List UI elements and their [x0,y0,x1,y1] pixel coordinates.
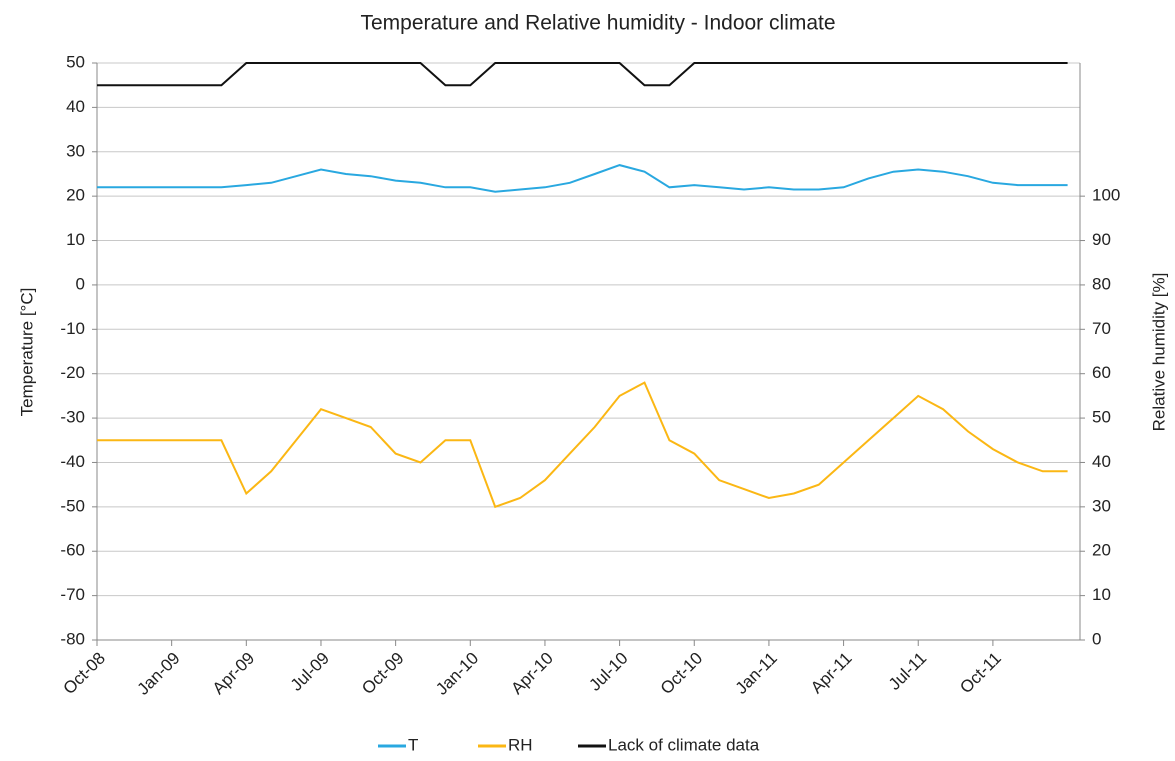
y2-tick-label: 20 [1092,541,1111,560]
y-tick-label: -30 [60,408,85,427]
y-tick-label: -70 [60,585,85,604]
x-tick-label: Apr-09 [209,649,259,699]
y-tick-label: -60 [60,541,85,560]
y-axis-title: Temperature [°C] [17,288,36,417]
y-tick-label: -80 [60,629,85,648]
y2-tick-label: 80 [1092,274,1111,293]
x-tick-label: Oct-08 [59,649,109,699]
x-tick-label: Oct-09 [358,649,408,699]
y2-tick-label: 10 [1092,585,1111,604]
legend-label: T [408,735,418,754]
series-line [97,164,1068,193]
x-tick-label: Jan-09 [133,649,183,699]
y-tick-label: 10 [66,230,85,249]
y-tick-label: -10 [60,319,85,338]
y-tick-label: 0 [76,274,85,293]
x-tick-label: Oct-11 [956,649,1005,698]
x-tick-label: Jul-11 [885,649,930,694]
y-tick-label: 30 [66,141,85,160]
y2-tick-label: 30 [1092,496,1111,515]
y2-tick-label: 40 [1092,452,1111,471]
x-tick-label: Jul-10 [585,649,631,695]
legend-label: RH [508,735,533,754]
x-tick-label: Apr-11 [807,649,856,698]
y2-tick-label: 100 [1092,186,1120,205]
x-tick-label: Jan-10 [432,649,482,699]
x-tick-label: Oct-10 [657,649,707,699]
series-line [97,62,1068,87]
y-tick-label: 40 [66,97,85,116]
y-tick-label: -20 [60,363,85,382]
series-line [97,381,1068,509]
y2-tick-label: 90 [1092,230,1111,249]
y2-axis-title: Relative humidity [%] [1149,273,1168,432]
y-tick-label: -40 [60,452,85,471]
y-tick-label: 50 [66,52,85,71]
x-tick-label: Jul-09 [287,649,333,695]
y2-tick-label: 0 [1092,629,1101,648]
legend-label: Lack of climate data [608,735,760,754]
y2-tick-label: 50 [1092,408,1111,427]
x-tick-label: Apr-10 [507,649,557,699]
x-tick-label: Jan-11 [732,649,781,698]
y-tick-label: 20 [66,186,85,205]
y-tick-label: -50 [60,496,85,515]
y2-tick-label: 60 [1092,363,1111,382]
chart-title: Temperature and Relative humidity - Indo… [360,12,835,35]
y2-tick-label: 70 [1092,319,1111,338]
